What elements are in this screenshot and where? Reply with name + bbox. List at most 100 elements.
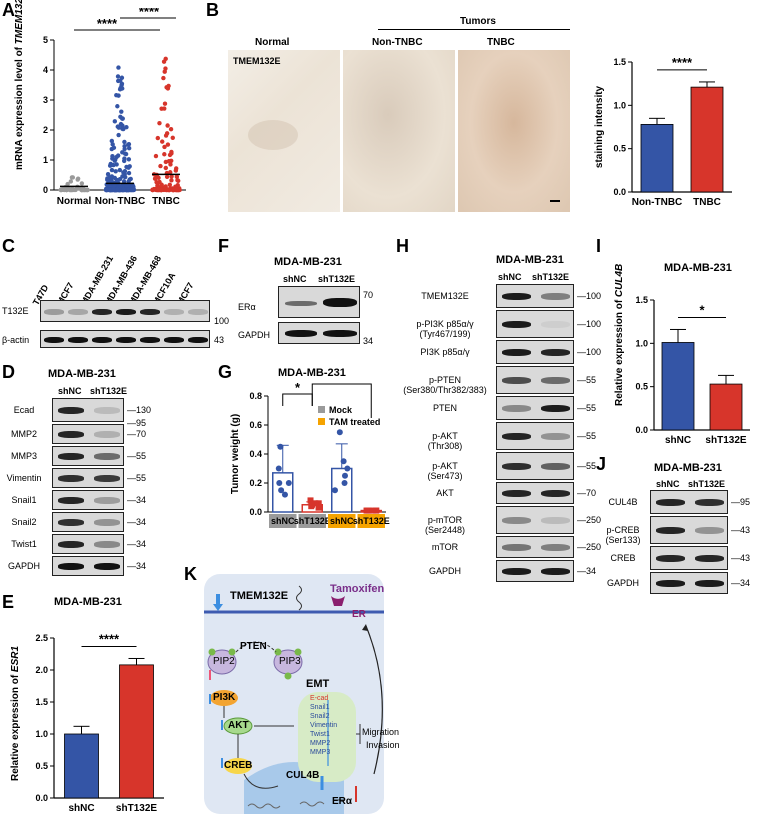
scatter-point xyxy=(168,170,173,175)
dna-left xyxy=(247,803,281,809)
band xyxy=(541,293,570,300)
category-label: TNBC xyxy=(152,196,180,207)
scatter-point xyxy=(105,172,111,177)
kda-marker: —34 xyxy=(577,566,597,576)
group-strip xyxy=(357,514,385,528)
panel-label-h: H xyxy=(396,236,409,256)
scatter-point xyxy=(109,146,114,152)
panel-b-col-tnbc: TNBC xyxy=(487,37,515,48)
scatter-point xyxy=(158,163,163,169)
band xyxy=(502,463,531,470)
panel-g-title: MDA-MB-231 xyxy=(278,367,346,379)
data-point xyxy=(331,487,338,494)
band xyxy=(541,433,570,440)
category-label: Non-TNBC xyxy=(95,196,146,207)
panel-label-i: I xyxy=(596,236,602,256)
emt-marker: MMP2 xyxy=(310,740,331,747)
band xyxy=(656,527,685,534)
band xyxy=(44,309,64,315)
emt-marker: Snail2 xyxy=(310,713,330,720)
band xyxy=(164,337,184,343)
band xyxy=(58,453,84,460)
kda-marker: —55 xyxy=(577,461,597,471)
ihc-tissue-blob xyxy=(248,120,298,150)
scatter-point xyxy=(127,177,132,182)
blot-row-label: Twist1 xyxy=(11,539,37,549)
scatter-point xyxy=(169,149,174,155)
sig-label-main: **** xyxy=(97,16,118,31)
y-tick-label: 0.0 xyxy=(249,507,262,517)
scatter-point xyxy=(169,174,174,179)
scatter-point xyxy=(165,123,170,128)
band xyxy=(94,563,120,570)
kda-c-100: 100 xyxy=(214,316,230,326)
blot-row xyxy=(496,422,574,450)
band xyxy=(656,555,685,562)
band xyxy=(92,309,112,315)
panel-i-title: MDA-MB-231 xyxy=(664,262,732,274)
scatter-point xyxy=(157,120,162,126)
panel-h-lane-shnc: shNC xyxy=(498,272,522,282)
emt-marker: Twist1 xyxy=(310,731,330,738)
data-point xyxy=(315,504,322,511)
panel-label-c: C xyxy=(2,236,15,256)
band xyxy=(68,337,88,343)
kda-marker: —55 xyxy=(127,451,147,461)
panel-a-ylabel-text: mRNA expression level of xyxy=(14,44,25,170)
scatter-point xyxy=(121,179,127,184)
scatter-point xyxy=(159,187,164,193)
blot-row xyxy=(52,490,124,510)
panel-e-ylabel-gene: ESR1 xyxy=(10,645,21,673)
emt-marker: E-cad xyxy=(310,695,329,702)
kda-marker: —95 xyxy=(731,497,751,507)
k-era: ERα xyxy=(332,796,353,807)
panel-d-title: MDA-MB-231 xyxy=(48,368,116,380)
panel-b-header-line xyxy=(378,29,570,30)
scatter-point xyxy=(79,181,85,186)
band xyxy=(58,541,84,548)
category-label: shNC xyxy=(330,516,354,526)
band xyxy=(502,349,531,356)
data-point xyxy=(315,500,322,507)
panel-i-chart: 0.0 0.5 1.0 1.5 shNC shT132E * xyxy=(635,295,750,446)
blot-row-label: CUL4B xyxy=(608,497,638,507)
bar xyxy=(64,733,99,799)
blot-row-label: Snail1 xyxy=(11,495,37,505)
panel-j-title: MDA-MB-231 xyxy=(654,462,722,474)
data-point xyxy=(340,458,347,465)
er-receptor xyxy=(331,596,345,606)
scatter-point xyxy=(164,85,169,90)
y-tick-label: 1.0 xyxy=(613,100,626,110)
scatter-point xyxy=(68,179,74,184)
band xyxy=(140,337,160,343)
panel-label-f: F xyxy=(218,236,229,256)
kda-f-34: 34 xyxy=(363,336,374,346)
scatter-point xyxy=(163,56,168,62)
blot-row xyxy=(52,512,124,532)
tmem-transmembrane xyxy=(296,585,302,611)
blot-row xyxy=(496,560,574,582)
blot-row-label: MMP2 xyxy=(10,429,37,439)
kda-marker: —34 xyxy=(127,561,147,571)
band xyxy=(94,541,120,548)
band xyxy=(58,519,84,526)
scatter-point xyxy=(80,187,86,192)
band xyxy=(58,497,84,504)
feedback-arrowhead xyxy=(362,624,368,631)
scatter-point xyxy=(126,170,132,176)
panel-c-row-t132e: T132E xyxy=(2,306,29,316)
blot-row-label: PTEN xyxy=(432,403,457,413)
k-pten: PTEN xyxy=(240,641,267,652)
y-tick-label: 0 xyxy=(43,185,48,195)
data-point xyxy=(278,487,285,494)
band xyxy=(94,475,120,482)
blot-row xyxy=(650,546,728,570)
scatter-point xyxy=(120,174,125,179)
scatter-point xyxy=(116,65,121,70)
band xyxy=(94,453,120,460)
scatter-point xyxy=(163,133,169,138)
scatter-point xyxy=(115,104,120,109)
scatter-point xyxy=(166,187,171,193)
blot-row xyxy=(650,516,728,544)
band xyxy=(502,433,531,440)
